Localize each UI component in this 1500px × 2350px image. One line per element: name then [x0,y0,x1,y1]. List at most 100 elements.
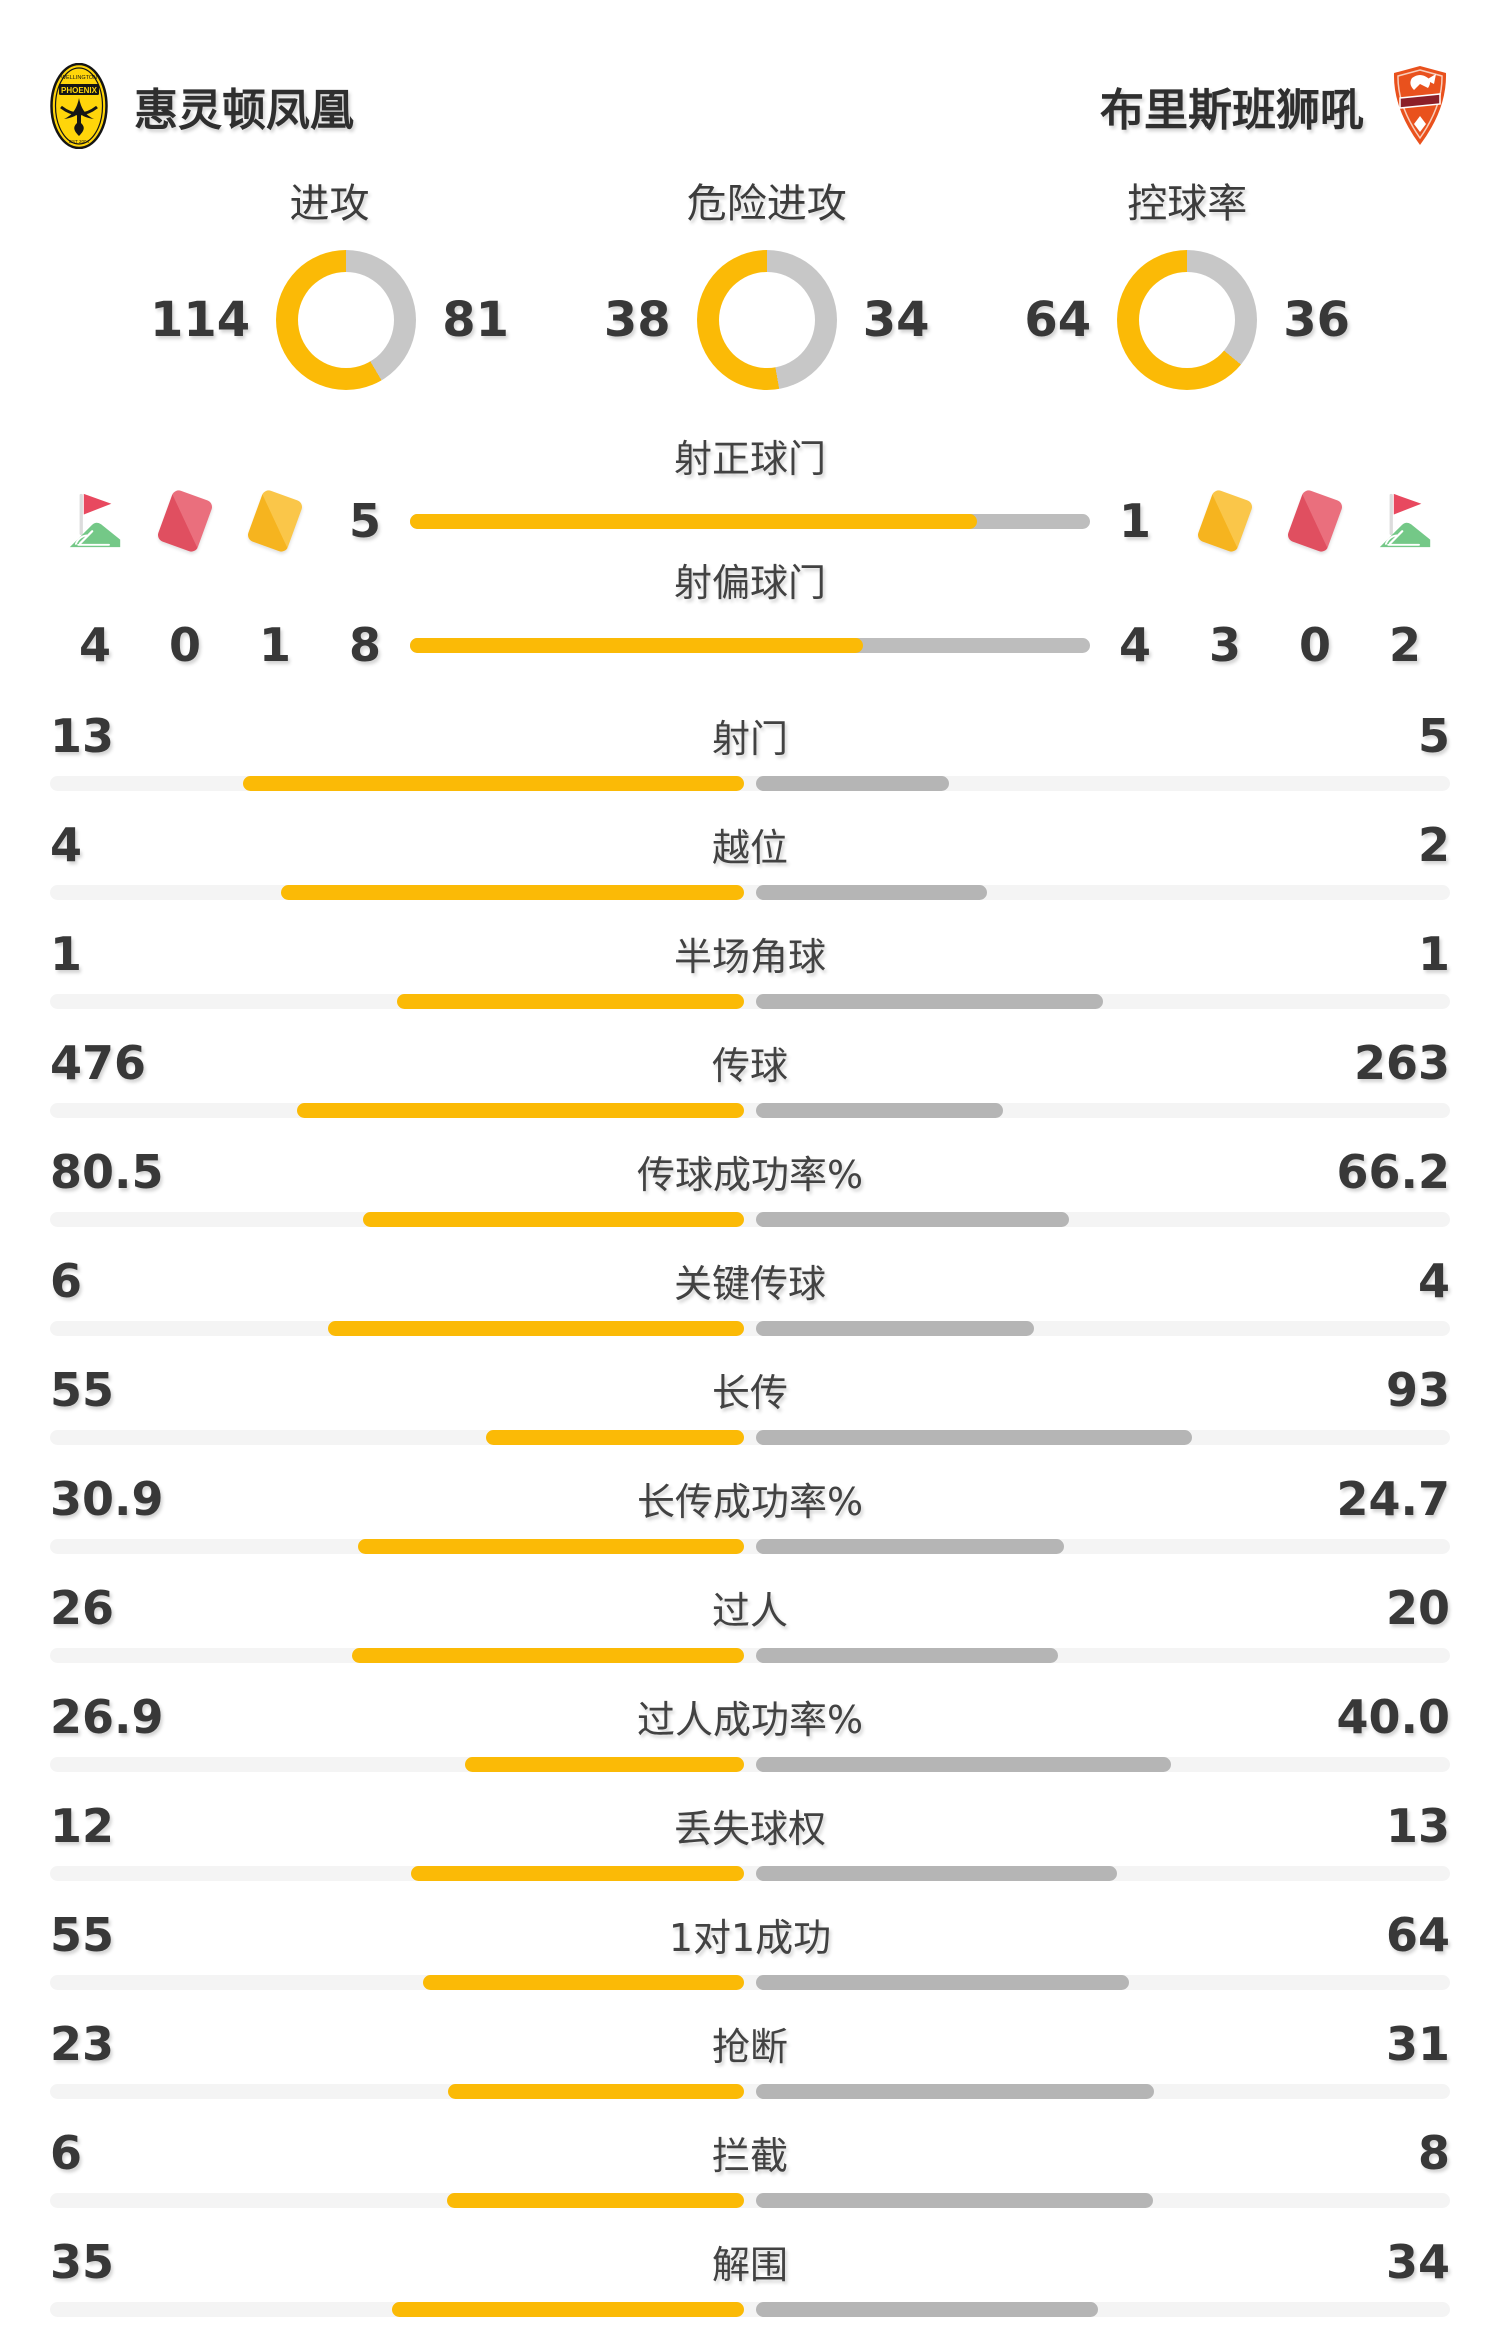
stat-bar-track [50,776,1450,791]
stat-bar-away [756,2302,1098,2317]
stat-bar-away [756,1321,1034,1336]
stat-row: 80.5 传球成功率% 66.2 [50,1146,1450,1227]
svg-text:WELLINGTON: WELLINGTON [61,75,97,81]
circle-stat: 控球率 64 36 [1024,180,1350,390]
stat-bar-away [756,1648,1058,1663]
shot-away-value: 1 [1118,494,1151,548]
discipline-cell-yellow-card: 3 [1180,614,1270,676]
stat-label: 抢断 [711,2025,788,2069]
stat-line: 55 长传 93 [50,1364,1450,1419]
discipline-cell-corner-flag [50,490,140,552]
shot-bar-label: 射偏球门 [673,561,826,605]
stat-home-value: 1 [50,927,83,981]
stat-bar-away [756,885,988,900]
yellow-card-icon [1196,488,1254,554]
shot-progress-bar [410,637,1090,653]
discipline-cell-red-card: 0 [1270,614,1360,676]
stat-label: 越位 [711,826,788,870]
stat-home-value: 23 [50,2017,115,2071]
stat-bar-track [50,885,1450,900]
donut-chart [1117,250,1258,390]
circle-body: 64 36 [1024,250,1350,390]
stat-bar-home [351,1648,744,1663]
stat-home-value: 6 [50,2126,83,2180]
stat-row: 55 1对1成功 64 [50,1909,1450,1990]
stat-away-value: 64 [1385,1908,1450,1962]
stat-label: 射门 [711,717,788,761]
stat-label: 长传 [711,1371,788,1415]
away-team[interactable]: 布里斯班狮吼 [1100,64,1450,148]
stat-bar-away [756,1539,1065,1554]
stat-away-value: 20 [1385,1581,1450,1635]
shot-progress-fill [410,637,864,653]
stat-bar-track [50,1321,1450,1336]
stat-row: 476 传球 263 [50,1037,1450,1118]
stat-home-value: 26.9 [50,1690,164,1744]
stat-line: 26 过人 20 [50,1582,1450,1637]
shot-home-value: 5 [348,494,381,548]
stat-bar-home [446,2193,744,2208]
stat-line: 6 拦截 8 [50,2127,1450,2182]
stat-bar-track [50,994,1450,1009]
red-card-icon [156,488,214,554]
stat-line: 26.9 过人成功率% 40.0 [50,1691,1450,1746]
stat-bar-away [756,1757,1171,1772]
shot-away-value: 4 [1118,618,1151,672]
stat-bar-home [297,1103,744,1118]
donut-chart [696,250,837,390]
stat-away-value: 93 [1385,1363,1450,1417]
red-card-count: 0 [1298,618,1331,672]
stat-label: 解围 [711,2243,788,2287]
circle-title: 控球率 [1127,181,1248,227]
stat-home-value: 6 [50,1254,83,1308]
stat-bar-away [756,1212,1070,1227]
circle-stat: 进攻 114 81 [150,180,509,390]
stat-bar-home [423,1975,744,1990]
stat-row: 12 丢失球权 13 [50,1800,1450,1881]
svg-text:PHOENIX: PHOENIX [61,86,98,95]
stat-row: 1 半场角球 1 [50,928,1450,1009]
discipline-cell-yellow-card: 1 [230,614,320,676]
stat-line: 1 半场角球 1 [50,928,1450,983]
stat-line: 30.9 长传成功率% 24.7 [50,1473,1450,1528]
stat-row: 4 越位 2 [50,819,1450,900]
stat-bar-home [486,1430,744,1445]
home-team-logo-icon: WELLINGTON PHOENIX EST 2004 [50,63,108,149]
yellow-card-count: 1 [258,618,291,672]
shot-progress-bar [410,513,1090,529]
stat-bar-home [363,1212,744,1227]
stat-bar-track [50,1103,1450,1118]
home-team[interactable]: WELLINGTON PHOENIX EST 2004 惠灵顿凤凰 [50,63,354,149]
stat-away-value: 40.0 [1336,1690,1451,1744]
stat-home-value: 55 [50,1363,115,1417]
stat-home-value: 30.9 [50,1472,164,1526]
shot-bar-row: 4 0 1 8 4 3 0 2 [50,614,1450,676]
discipline-cell-red-card: 0 [140,614,230,676]
stat-row: 6 关键传球 4 [50,1255,1450,1336]
stat-bar-track [50,1975,1450,1990]
donut-chart [276,250,417,390]
discipline-cell-corner-flag [1360,490,1450,552]
stats-list: 13 射门 5 4 越位 2 1 半场角球 1 [50,710,1450,2317]
stat-home-value: 80.5 [50,1145,164,1199]
circles-row: 进攻 114 81 危险进攻 38 34 控球率 64 36 [50,180,1450,390]
away-team-logo-icon [1390,64,1450,148]
shot-progress-fill [410,513,977,529]
svg-text:EST 2004: EST 2004 [69,139,89,144]
discipline-cell-red-card [1270,488,1360,554]
stat-line: 4 越位 2 [50,819,1450,874]
stat-away-value: 5 [1417,709,1450,763]
stat-away-value: 8 [1417,2126,1450,2180]
circle-stat: 危险进攻 38 34 [604,180,930,390]
stat-bar-track [50,2302,1450,2317]
stat-home-value: 35 [50,2235,115,2289]
red-card-count: 0 [168,618,201,672]
shot-bar-row: 5 1 [50,488,1450,554]
discipline-cell-yellow-card [230,488,320,554]
stat-line: 55 1对1成功 64 [50,1909,1450,1964]
stat-away-value: 24.7 [1336,1472,1451,1526]
stat-bar-away [756,1866,1117,1881]
circle-home-value: 38 [603,292,671,348]
stat-bar-track [50,2084,1450,2099]
stat-home-value: 55 [50,1908,115,1962]
